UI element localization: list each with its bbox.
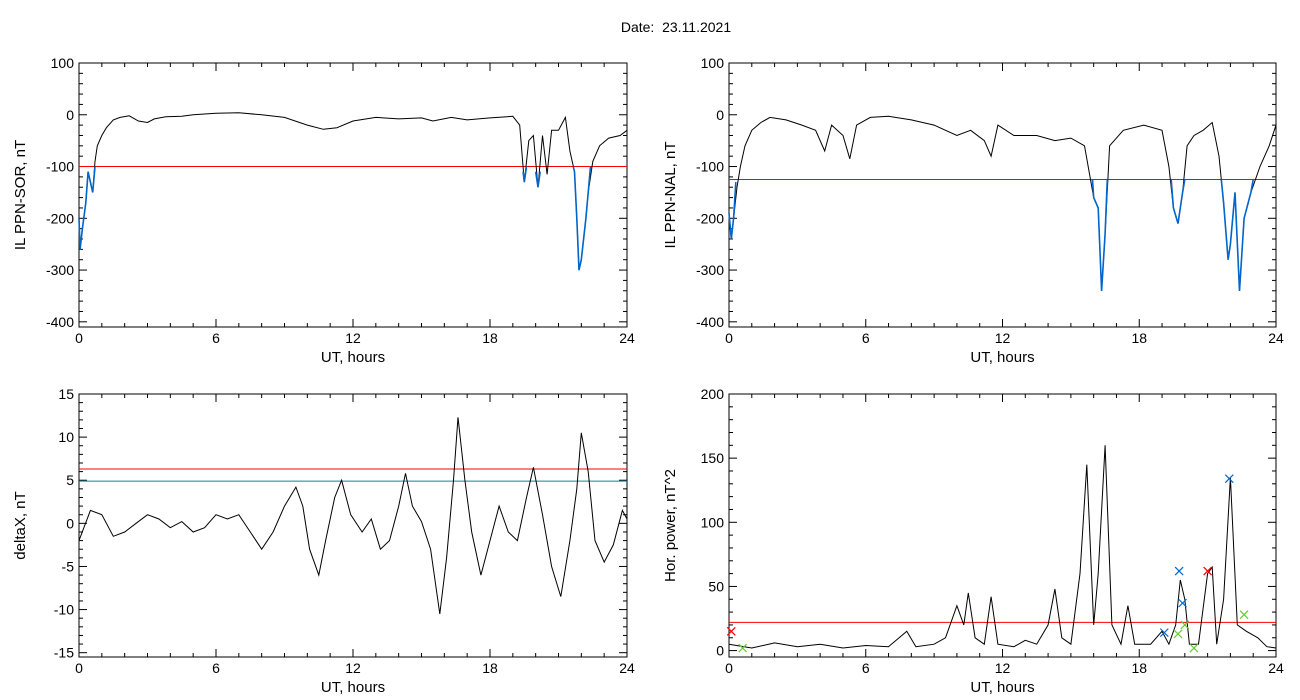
x-axis-label: UT, hours xyxy=(321,349,385,366)
x-tick-label: 24 xyxy=(619,660,635,676)
chart-deltax: 0 6 12 18 24 15 10 5 0 -5 -10 -15 UT, hours deltaX, n… xyxy=(12,386,635,696)
y-tick-label: -100 xyxy=(696,159,724,175)
y-tick-label: 100 xyxy=(701,55,725,71)
y-tick-label: -300 xyxy=(46,262,74,278)
x-tick-label: 18 xyxy=(482,330,498,346)
y-tick-label: 5 xyxy=(66,472,74,488)
series-line xyxy=(728,115,1277,291)
x-marker-stroke xyxy=(1159,628,1169,638)
series-line xyxy=(728,445,1277,649)
y-tick-label: -200 xyxy=(696,210,724,226)
x-marker xyxy=(1203,566,1213,576)
x-marker-stroke xyxy=(1239,610,1249,620)
x-marker xyxy=(1180,620,1190,630)
x-marker xyxy=(1239,610,1249,620)
y-tick-label: -300 xyxy=(696,262,724,278)
y-tick-label: 15 xyxy=(58,386,74,402)
x-marker-stroke xyxy=(738,643,748,653)
series-line xyxy=(78,112,628,271)
series-line xyxy=(522,166,528,183)
series-line xyxy=(78,166,96,250)
chart-hor-power: 0 6 12 18 24 200 150 100 50 0 UT, hours Hor. power,… xyxy=(662,386,1284,696)
y-tick-label: 0 xyxy=(716,107,724,123)
plot-frame xyxy=(728,393,1277,658)
y-tick-label: 10 xyxy=(58,429,74,445)
x-marker xyxy=(1178,598,1187,608)
y-tick-label: -5 xyxy=(62,558,75,574)
x-tick-label: 18 xyxy=(1131,660,1147,676)
x-axis-label: UT, hours xyxy=(970,679,1034,696)
x-marker-stroke xyxy=(726,626,736,636)
x-marker-stroke xyxy=(1178,598,1187,608)
x-axis-label: UT, hours xyxy=(970,349,1034,366)
y-tick-label: -400 xyxy=(46,314,74,330)
y-tick-label: 0 xyxy=(716,643,724,659)
x-tick-label: 0 xyxy=(75,660,83,676)
x-marker-stroke xyxy=(1189,643,1199,653)
y-tick-label: 0 xyxy=(66,107,74,123)
x-tick-label: 0 xyxy=(75,330,83,346)
x-tick-label: 0 xyxy=(725,660,733,676)
series-line xyxy=(534,171,541,188)
x-marker xyxy=(1174,566,1184,576)
x-tick-label: 0 xyxy=(725,330,733,346)
x-tick-label: 12 xyxy=(995,330,1011,346)
chart-il-ppn-nal: 0 6 12 18 24 100 0 -100 -200 -300 -400 UT, hours IL … xyxy=(662,55,1284,366)
y-axis-label: IL PPN-NAL, nT xyxy=(662,142,679,249)
x-tick-label: 6 xyxy=(212,330,220,346)
series-line xyxy=(728,182,737,240)
x-marker-stroke xyxy=(1203,566,1213,576)
x-marker xyxy=(738,643,748,653)
y-axis-label: deltaX, nT xyxy=(12,491,29,559)
y-tick-label: 50 xyxy=(708,578,724,594)
x-tick-label: 18 xyxy=(482,660,498,676)
x-tick-label: 6 xyxy=(862,330,870,346)
series-line xyxy=(572,166,592,271)
plot-frame xyxy=(78,62,628,328)
x-marker-stroke xyxy=(1173,629,1183,639)
y-tick-label: 100 xyxy=(51,55,75,71)
series-line xyxy=(1220,179,1254,291)
plot-frame xyxy=(728,62,1277,328)
x-tick-label: 24 xyxy=(1268,330,1284,346)
y-tick-label: -200 xyxy=(46,210,74,226)
x-tick-label: 24 xyxy=(619,330,635,346)
y-axis-label: IL PPN-SOR, nT xyxy=(12,140,29,250)
x-tick-label: 12 xyxy=(995,660,1011,676)
y-tick-label: -100 xyxy=(46,159,74,175)
y-tick-label: 150 xyxy=(701,450,725,466)
x-tick-label: 24 xyxy=(1268,660,1284,676)
y-tick-label: 200 xyxy=(701,386,725,402)
y-tick-label: 100 xyxy=(701,514,725,530)
x-marker-stroke xyxy=(1174,566,1184,576)
x-axis-label: UT, hours xyxy=(321,679,385,696)
x-marker-stroke xyxy=(1180,620,1190,630)
x-marker xyxy=(1159,628,1169,638)
x-marker xyxy=(1173,629,1183,639)
y-tick-label: -15 xyxy=(54,645,74,661)
y-tick-label: 0 xyxy=(66,515,74,531)
x-marker-stroke xyxy=(1224,474,1234,484)
series-line xyxy=(1170,179,1186,224)
x-tick-label: 6 xyxy=(212,660,220,676)
x-tick-label: 12 xyxy=(345,330,361,346)
series-line xyxy=(78,417,628,614)
y-tick-label: -10 xyxy=(54,602,74,618)
date-title: Date: 23.11.2021 xyxy=(620,19,732,35)
y-axis-label: Hor. power, nT^2 xyxy=(662,469,679,582)
x-tick-label: 12 xyxy=(345,660,361,676)
series-line xyxy=(1091,179,1109,291)
x-marker xyxy=(1189,643,1199,653)
x-tick-label: 18 xyxy=(1131,330,1147,346)
y-tick-label: -400 xyxy=(696,314,724,330)
x-tick-label: 6 xyxy=(862,660,870,676)
chart-il-ppn-sor: 0 6 12 18 24 100 0 -100 -200 -300 -400 UT, hours IL … xyxy=(12,55,635,366)
x-marker xyxy=(1224,474,1234,484)
x-marker xyxy=(726,626,736,636)
